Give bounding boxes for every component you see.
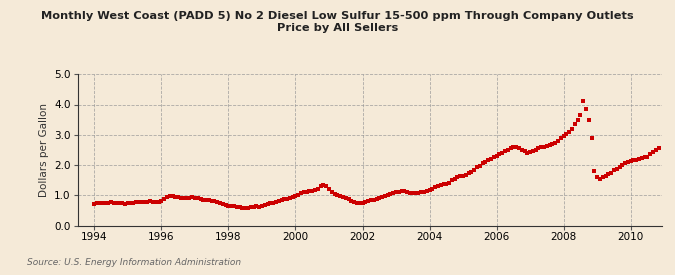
Y-axis label: Dollars per Gallon: Dollars per Gallon	[38, 103, 49, 197]
Text: Monthly West Coast (PADD 5) No 2 Diesel Low Sulfur 15-500 ppm Through Company Ou: Monthly West Coast (PADD 5) No 2 Diesel …	[41, 11, 634, 33]
Text: Source: U.S. Energy Information Administration: Source: U.S. Energy Information Administ…	[27, 258, 241, 267]
